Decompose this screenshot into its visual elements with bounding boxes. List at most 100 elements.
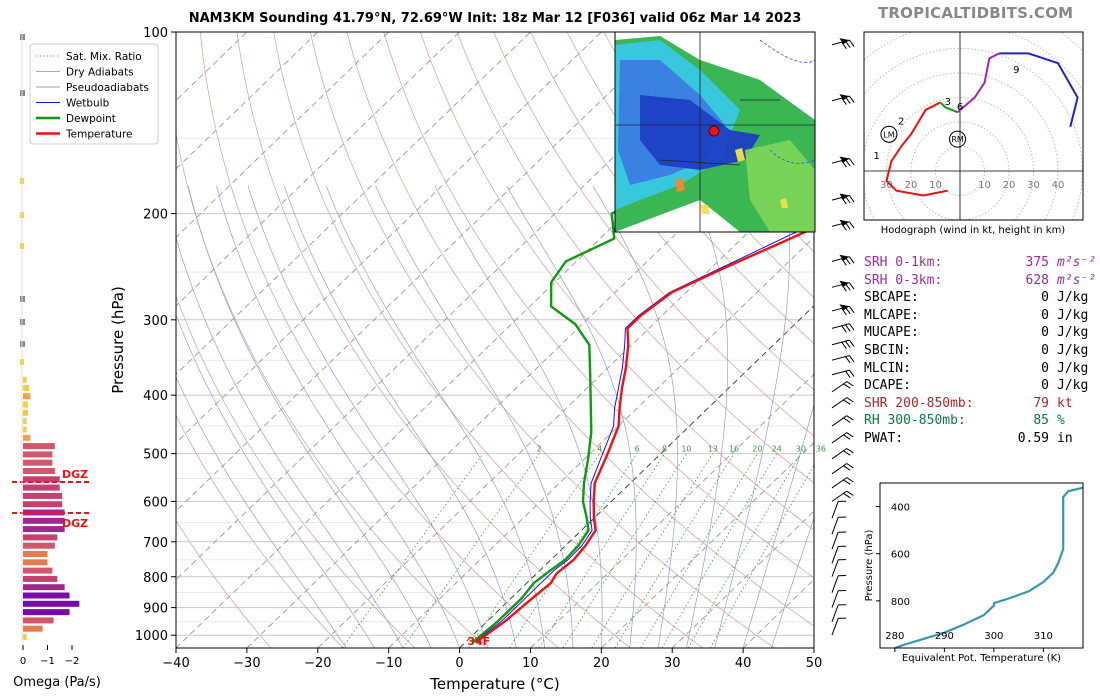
stat-value: 375 xyxy=(1025,255,1049,270)
omega-bar xyxy=(23,443,55,450)
y-tick-label: 1000 xyxy=(135,629,168,644)
wind-barb xyxy=(831,490,854,502)
skewt-title: NAM3KM Sounding 41.79°N, 72.69°W Init: 1… xyxy=(189,11,802,26)
wind-barb xyxy=(831,500,847,519)
stat-unit: J/kg xyxy=(1057,360,1089,376)
x-tick-label: 0 xyxy=(455,656,463,671)
pseudoadiabat-line xyxy=(176,313,375,648)
theta-e-y-tick-label: 800 xyxy=(891,597,910,608)
wind-barb-pennant xyxy=(839,219,850,226)
radar-echo xyxy=(675,178,685,192)
isotherm-line xyxy=(317,168,814,648)
dry-adiabat-line xyxy=(176,414,344,648)
wind-barb xyxy=(831,95,855,105)
wind-barb xyxy=(831,256,855,266)
dry-adiabat-line xyxy=(456,32,814,484)
mixing-ratio-label: 13 xyxy=(708,445,718,454)
skewt-plot-area xyxy=(176,32,814,648)
storm-motion-label: RM xyxy=(951,135,964,144)
hodograph-height-label: 2 xyxy=(898,116,904,127)
hodograph-ring-label: 20 xyxy=(905,180,918,191)
hodograph-height-label: 1 xyxy=(874,151,880,162)
pseudoadiabat-line xyxy=(176,376,347,648)
omega-bar xyxy=(23,468,55,474)
theta-e-chart: 280 290 300 310 400 600 800 Equivalent Pot. Tem… xyxy=(864,482,1084,664)
legend-label: Sat. Mix. Ratio xyxy=(66,51,142,63)
wind-barb xyxy=(831,369,855,378)
hodograph-frame xyxy=(863,31,1084,221)
stat-value: 0 xyxy=(1041,378,1049,394)
mixing-ratio-line xyxy=(687,453,802,648)
omega-tick-label: 0 xyxy=(20,656,26,667)
pseudoadiabat-line xyxy=(742,403,814,648)
omega-bar xyxy=(23,501,63,508)
omega-bar xyxy=(23,385,30,391)
pseudoadiabat-line xyxy=(283,185,517,648)
mixing-ratio-label: 8 xyxy=(662,445,667,454)
stat-unit: J/kg xyxy=(1057,325,1089,341)
map-frame xyxy=(614,31,816,233)
dry-adiabat-line xyxy=(383,32,814,579)
stat-value: 0 xyxy=(1041,342,1049,358)
dry-adiabat-line xyxy=(273,32,703,648)
omega-bar xyxy=(23,584,65,591)
pseudoadiabat-line xyxy=(375,185,574,648)
theta-e-x-tick-label: 290 xyxy=(935,631,954,642)
stat-unit: m²s⁻² xyxy=(1057,255,1097,270)
stat-label: PWAT: xyxy=(864,430,904,446)
omega-bar xyxy=(23,409,28,416)
stat-value: 0.59 xyxy=(1017,430,1049,446)
dry-adiabat-line xyxy=(176,132,488,648)
theta-e-frame xyxy=(879,482,1084,649)
stat-label: SBCAPE: xyxy=(864,290,919,306)
hodograph-ring-label: 20 xyxy=(1003,180,1016,191)
isotherm-line xyxy=(176,32,531,375)
wind-barb xyxy=(831,415,854,427)
legend-label: Temperature xyxy=(65,129,133,141)
wind-barb xyxy=(831,448,854,460)
theta-e-x-axis-title: Equivalent Pot. Temperature (K) xyxy=(902,653,1061,664)
wind-barb-pennant xyxy=(839,38,850,45)
dewpoint-line xyxy=(472,64,814,643)
stat-label: SHR 200-850mb: xyxy=(864,395,974,411)
site-brand[interactable]: TROPICALTIDBITS.COM xyxy=(878,4,1074,22)
wind-barb xyxy=(831,516,847,535)
mixing-ratio-line xyxy=(709,464,814,648)
y-tick-label: 200 xyxy=(143,208,168,223)
mixing-ratio-label: 16 xyxy=(729,445,739,454)
legend-label: Dry Adiabats xyxy=(66,67,134,79)
hodograph-ring-label: 40 xyxy=(1052,180,1065,191)
y-tick-label: 900 xyxy=(143,602,168,617)
mixing-ratio-label: 20 xyxy=(752,445,762,454)
sounding-parameters: SRH 0-1km: 375 m²s⁻² SRH 0-3km: 628 m²s⁻² SBCA… xyxy=(864,254,1096,448)
x-tick-label: −10 xyxy=(375,656,402,671)
omega-chart: DGZ DGZ 0 −1 −2 Omega (Pa/s) xyxy=(12,30,101,690)
hodograph: 30 20 10 10 20 30 40 1 2 3 6 9 LM RM Hodograph (wind i… xyxy=(863,31,1084,236)
omega-bar xyxy=(23,526,65,533)
stat-unit: J/kg xyxy=(1057,378,1089,394)
surface-temp-label: 34F xyxy=(467,635,490,648)
wind-barbs xyxy=(831,38,855,636)
stat-label: DCAPE: xyxy=(864,378,911,394)
stat-row: SRH 0-1km: 375 m²s⁻² xyxy=(864,254,1096,272)
hodograph-trace xyxy=(999,52,1079,128)
stat-label: MUCAPE: xyxy=(864,325,919,341)
wind-barb xyxy=(831,531,847,550)
wind-barb xyxy=(831,305,855,316)
omega-bar xyxy=(23,426,27,433)
wind-barb-pennant xyxy=(839,94,850,101)
stat-label: MLCIN: xyxy=(864,360,911,376)
wind-barb xyxy=(831,158,855,168)
isotherm-line xyxy=(176,32,673,512)
hodograph-title: Hodograph (wind in kt, height in km) xyxy=(881,225,1066,236)
theta-e-y-tick-label: 400 xyxy=(891,503,910,514)
omega-bar xyxy=(23,517,65,524)
mixing-ratio-line xyxy=(402,453,540,648)
omega-axis-title: Omega (Pa/s) xyxy=(13,675,101,690)
mixing-ratio-label: 10 xyxy=(681,445,691,454)
omega-bar xyxy=(23,393,31,400)
wind-barb xyxy=(831,381,854,393)
omega-tick-label: −2 xyxy=(65,656,80,667)
omega-bar xyxy=(23,492,63,499)
x-tick-label: −40 xyxy=(162,656,189,671)
